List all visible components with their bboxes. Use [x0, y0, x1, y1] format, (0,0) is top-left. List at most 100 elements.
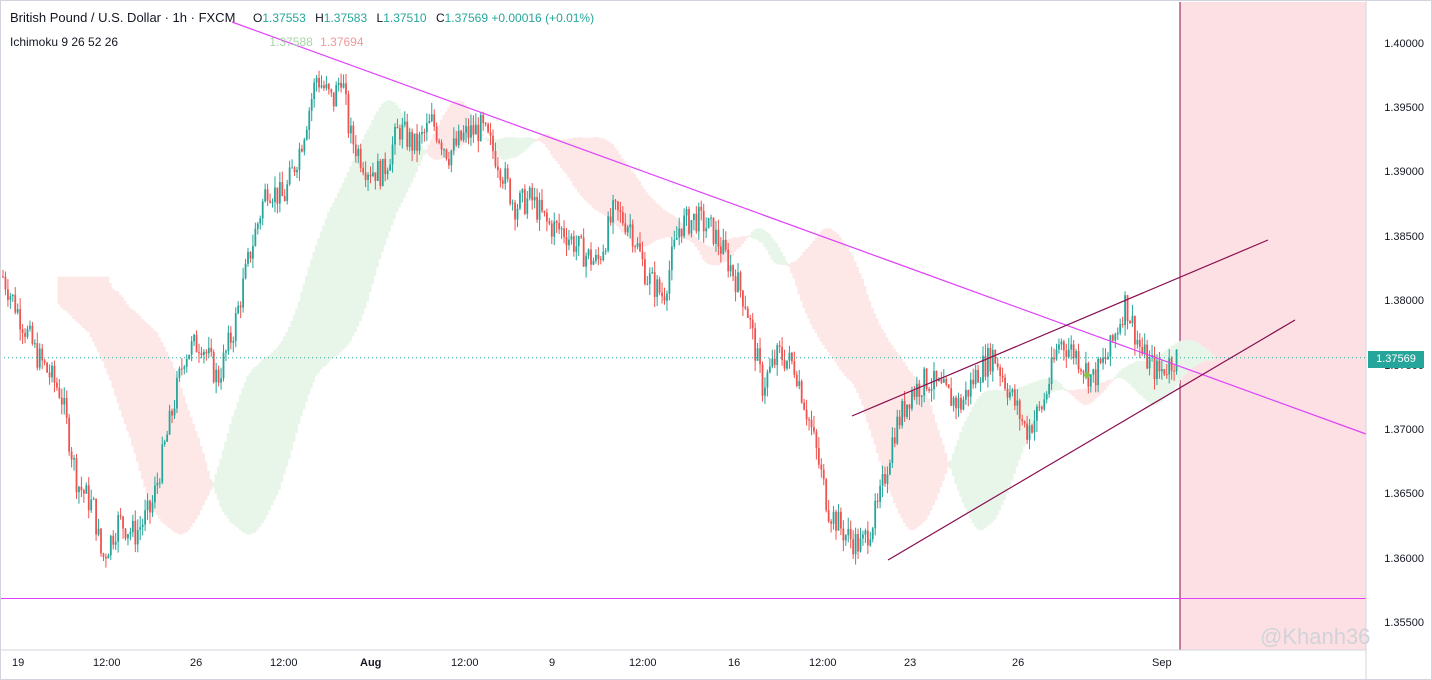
cloud-segment — [763, 230, 766, 247]
candle — [433, 109, 436, 132]
cloud-segment — [486, 138, 490, 142]
descending-trendline[interactable] — [231, 21, 1367, 435]
candle — [303, 137, 306, 156]
candle — [820, 458, 823, 478]
cloud-segment — [557, 138, 561, 165]
candle — [808, 417, 810, 431]
cloud-segment — [317, 238, 320, 373]
candle — [1018, 398, 1021, 431]
candle — [915, 376, 918, 405]
candle — [430, 102, 433, 123]
candle — [185, 354, 188, 373]
candle — [301, 144, 303, 153]
candle — [1109, 334, 1112, 367]
cloud-segment — [1000, 389, 1004, 506]
cloud-segment — [234, 409, 237, 527]
cloud-segment — [302, 284, 306, 410]
candle — [1011, 387, 1014, 397]
candle — [715, 221, 717, 252]
candle — [1170, 356, 1173, 380]
candle — [844, 534, 847, 546]
cloud-segment — [535, 139, 539, 142]
cloud-segment — [322, 225, 325, 367]
change-value: +0.00016 (+0.01%) — [491, 11, 595, 25]
cloud-segment — [562, 139, 565, 172]
candle — [1134, 315, 1136, 356]
channel-upper-line[interactable] — [851, 239, 1269, 417]
cloud-segment — [430, 139, 433, 158]
cloud-segment — [760, 228, 764, 244]
cloud-segment — [927, 398, 931, 516]
candle — [974, 365, 977, 389]
cloud-segment — [138, 315, 142, 471]
cloud-segment — [1044, 378, 1048, 399]
candle — [136, 519, 139, 553]
candle — [381, 158, 384, 187]
cloud-segment — [937, 429, 940, 494]
trendlines[interactable] — [231, 21, 1367, 561]
cloud-segment — [905, 366, 908, 527]
cloud-segment — [572, 137, 575, 186]
candle — [65, 390, 68, 425]
candle — [100, 528, 102, 557]
candle — [119, 507, 122, 520]
candle — [548, 217, 551, 226]
candle — [817, 437, 820, 469]
candle — [920, 395, 923, 407]
cloud-segment — [728, 238, 732, 259]
cloud-segment — [819, 231, 823, 342]
cloud-segment — [1179, 340, 1183, 381]
indicator-legend[interactable]: Ichimoku 9 26 52 26 1.37588 1.37694 — [10, 35, 364, 49]
candle — [310, 93, 313, 122]
candle — [656, 274, 659, 307]
cloud-segment — [297, 301, 301, 425]
cloud-segment — [1079, 389, 1082, 404]
candle — [308, 107, 311, 140]
cloud-segment — [540, 136, 543, 143]
symbol-title[interactable]: British Pound / U.S. Dollar · 1h · FXCM — [10, 10, 236, 25]
cloud-segment — [888, 341, 891, 491]
candle — [1065, 343, 1068, 369]
candle — [891, 427, 894, 468]
candle — [678, 217, 681, 246]
cloud-segment — [716, 244, 720, 266]
candle — [563, 220, 565, 244]
candle — [448, 151, 450, 170]
cloud-segment — [361, 139, 365, 315]
candle — [227, 325, 230, 355]
candle — [580, 234, 583, 239]
low-label: L — [376, 11, 384, 25]
cloud-segment — [616, 150, 619, 227]
candle — [470, 114, 472, 146]
candle — [695, 206, 698, 234]
cloud-segment — [60, 276, 63, 308]
candle — [641, 241, 644, 267]
cloud-segment — [601, 138, 605, 215]
candle — [1009, 385, 1011, 401]
cloud-segment — [319, 231, 323, 370]
cloud-segment — [199, 445, 203, 511]
candle — [1053, 348, 1055, 363]
candle — [1038, 401, 1041, 412]
candle — [636, 237, 639, 250]
candle — [1058, 338, 1060, 354]
cloud-segment — [1194, 341, 1198, 367]
candle — [337, 77, 340, 92]
cloud-segment — [711, 246, 715, 266]
candle — [1156, 354, 1158, 386]
cloud-segment — [221, 450, 225, 512]
candle — [778, 340, 781, 354]
candle — [222, 344, 225, 382]
cloud-segment — [1145, 360, 1149, 401]
channel-lower-line[interactable] — [887, 319, 1296, 561]
cloud-segment — [74, 276, 78, 321]
cloud-segment — [988, 390, 992, 525]
cloud-segment — [432, 134, 436, 160]
candle — [354, 135, 357, 163]
cloud-segment — [692, 233, 695, 244]
candle — [379, 158, 382, 190]
cloud-segment — [1057, 381, 1060, 391]
candle — [555, 219, 558, 233]
ohlc-readout: O1.37553 H1.37583 L1.37510 C1.37569 +0.0… — [247, 11, 594, 25]
